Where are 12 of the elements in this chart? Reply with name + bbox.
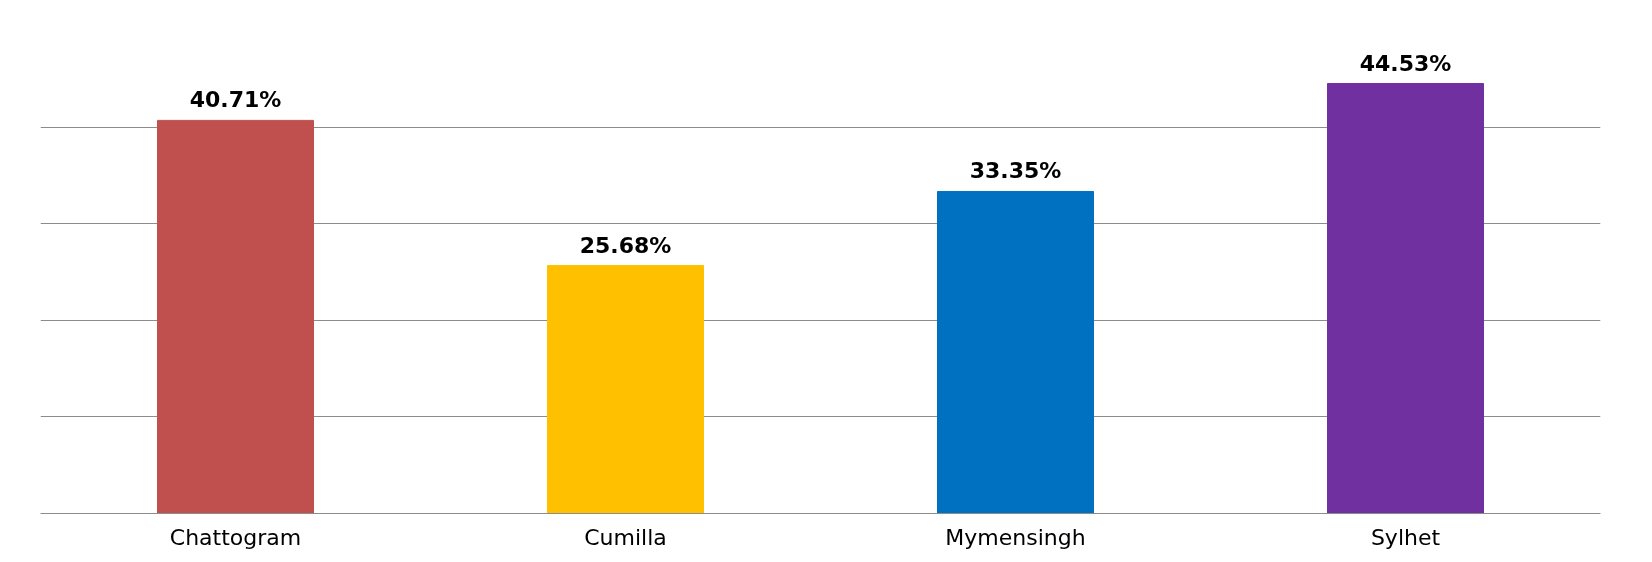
bar — [1327, 83, 1484, 514]
data-label: 40.71% — [189, 87, 282, 113]
bar — [547, 265, 704, 514]
data-label: 33.35% — [969, 158, 1062, 184]
x-tick-label: Chattogram — [169, 524, 302, 550]
data-label: 25.68% — [579, 232, 672, 258]
x-tick-label: Mymensingh — [945, 524, 1086, 550]
bar — [937, 190, 1094, 514]
x-tick-label: Sylhet — [1370, 524, 1441, 550]
x-tick-label: Cumilla — [584, 524, 667, 550]
data-label: 44.53% — [1359, 50, 1452, 76]
bar — [157, 119, 314, 514]
